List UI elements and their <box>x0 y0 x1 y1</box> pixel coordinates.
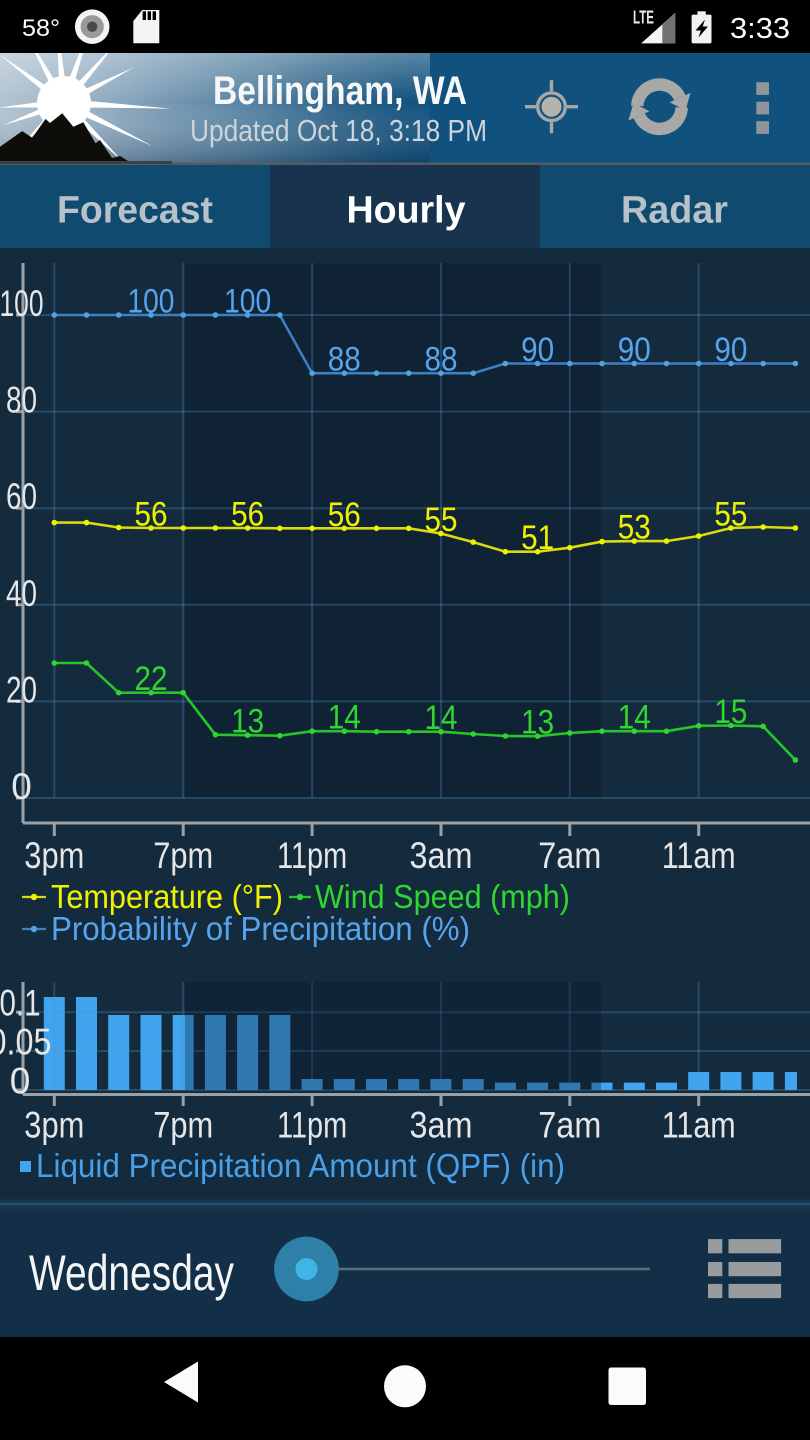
svg-text:0: 0 <box>10 1061 31 1102</box>
svg-text:55: 55 <box>714 496 747 534</box>
svg-text:7am: 7am <box>538 835 601 876</box>
svg-text:60: 60 <box>6 476 37 517</box>
svg-text:13: 13 <box>521 704 554 742</box>
svg-text:7pm: 7pm <box>153 1105 213 1146</box>
svg-text:Temperature (°F): Temperature (°F) <box>51 878 283 915</box>
svg-text:Hourly: Hourly <box>347 190 466 232</box>
svg-text:Wind Speed (mph): Wind Speed (mph) <box>315 878 570 915</box>
svg-text:15: 15 <box>714 693 747 731</box>
svg-text:0.05: 0.05 <box>0 1022 52 1063</box>
svg-text:Wednesday: Wednesday <box>29 1245 234 1301</box>
svg-text:Probability of Precipitation (: Probability of Precipitation (%) <box>51 910 470 947</box>
svg-text:Radar: Radar <box>621 190 728 232</box>
svg-text:40: 40 <box>6 573 37 614</box>
svg-text:100: 100 <box>224 283 271 321</box>
svg-text:58°: 58° <box>22 15 60 42</box>
svg-text:13: 13 <box>231 703 264 741</box>
svg-text:11pm: 11pm <box>277 1105 347 1146</box>
svg-text:14: 14 <box>424 699 457 737</box>
svg-text:11am: 11am <box>662 1105 736 1146</box>
svg-text:56: 56 <box>328 496 361 534</box>
svg-text:22: 22 <box>134 660 167 698</box>
svg-text:100: 100 <box>127 283 174 321</box>
svg-text:11pm: 11pm <box>277 835 347 876</box>
svg-text:3pm: 3pm <box>24 835 84 876</box>
svg-text:51: 51 <box>521 519 554 557</box>
svg-text:3pm: 3pm <box>24 1105 84 1146</box>
svg-text:14: 14 <box>618 699 651 737</box>
svg-text:56: 56 <box>231 496 264 534</box>
svg-text:53: 53 <box>618 509 651 547</box>
svg-text:3:33: 3:33 <box>730 13 790 45</box>
svg-text:3am: 3am <box>410 1105 473 1146</box>
svg-text:3am: 3am <box>410 835 473 876</box>
svg-text:Liquid Precipitation Amount (Q: Liquid Precipitation Amount (QPF) (in) <box>36 1147 565 1184</box>
svg-text:80: 80 <box>6 380 37 421</box>
svg-text:Bellingham, WA: Bellingham, WA <box>213 69 467 113</box>
svg-text:90: 90 <box>521 331 554 369</box>
svg-text:0.1: 0.1 <box>0 983 41 1024</box>
svg-text:56: 56 <box>134 496 167 534</box>
svg-text:0: 0 <box>11 766 32 807</box>
svg-text:55: 55 <box>424 501 457 539</box>
svg-text:20: 20 <box>6 669 37 710</box>
svg-text:7am: 7am <box>538 1105 601 1146</box>
svg-text:88: 88 <box>328 341 361 379</box>
svg-text:88: 88 <box>424 341 457 379</box>
svg-text:Forecast: Forecast <box>57 190 213 232</box>
svg-text:Updated Oct 18, 3:18 PM: Updated Oct 18, 3:18 PM <box>190 113 487 148</box>
svg-text:11am: 11am <box>662 835 736 876</box>
svg-text:90: 90 <box>714 331 747 369</box>
svg-text:90: 90 <box>618 331 651 369</box>
svg-text:100: 100 <box>0 283 44 324</box>
svg-text:14: 14 <box>328 699 361 737</box>
svg-text:7pm: 7pm <box>153 835 213 876</box>
svg-text:LTE: LTE <box>633 8 654 28</box>
